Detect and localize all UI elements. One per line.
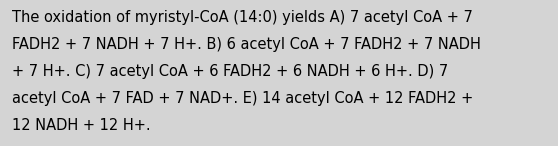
Text: 12 NADH + 12 H+.: 12 NADH + 12 H+. (12, 118, 151, 133)
Text: The oxidation of myristyl-CoA (14:0) yields A) 7 acetyl CoA + 7: The oxidation of myristyl-CoA (14:0) yie… (12, 10, 473, 25)
Text: + 7 H+. C) 7 acetyl CoA + 6 FADH2 + 6 NADH + 6 H+. D) 7: + 7 H+. C) 7 acetyl CoA + 6 FADH2 + 6 NA… (12, 64, 449, 79)
Text: FADH2 + 7 NADH + 7 H+. B) 6 acetyl CoA + 7 FADH2 + 7 NADH: FADH2 + 7 NADH + 7 H+. B) 6 acetyl CoA +… (12, 37, 481, 52)
Text: acetyl CoA + 7 FAD + 7 NAD+. E) 14 acetyl CoA + 12 FADH2 +: acetyl CoA + 7 FAD + 7 NAD+. E) 14 acety… (12, 91, 474, 106)
